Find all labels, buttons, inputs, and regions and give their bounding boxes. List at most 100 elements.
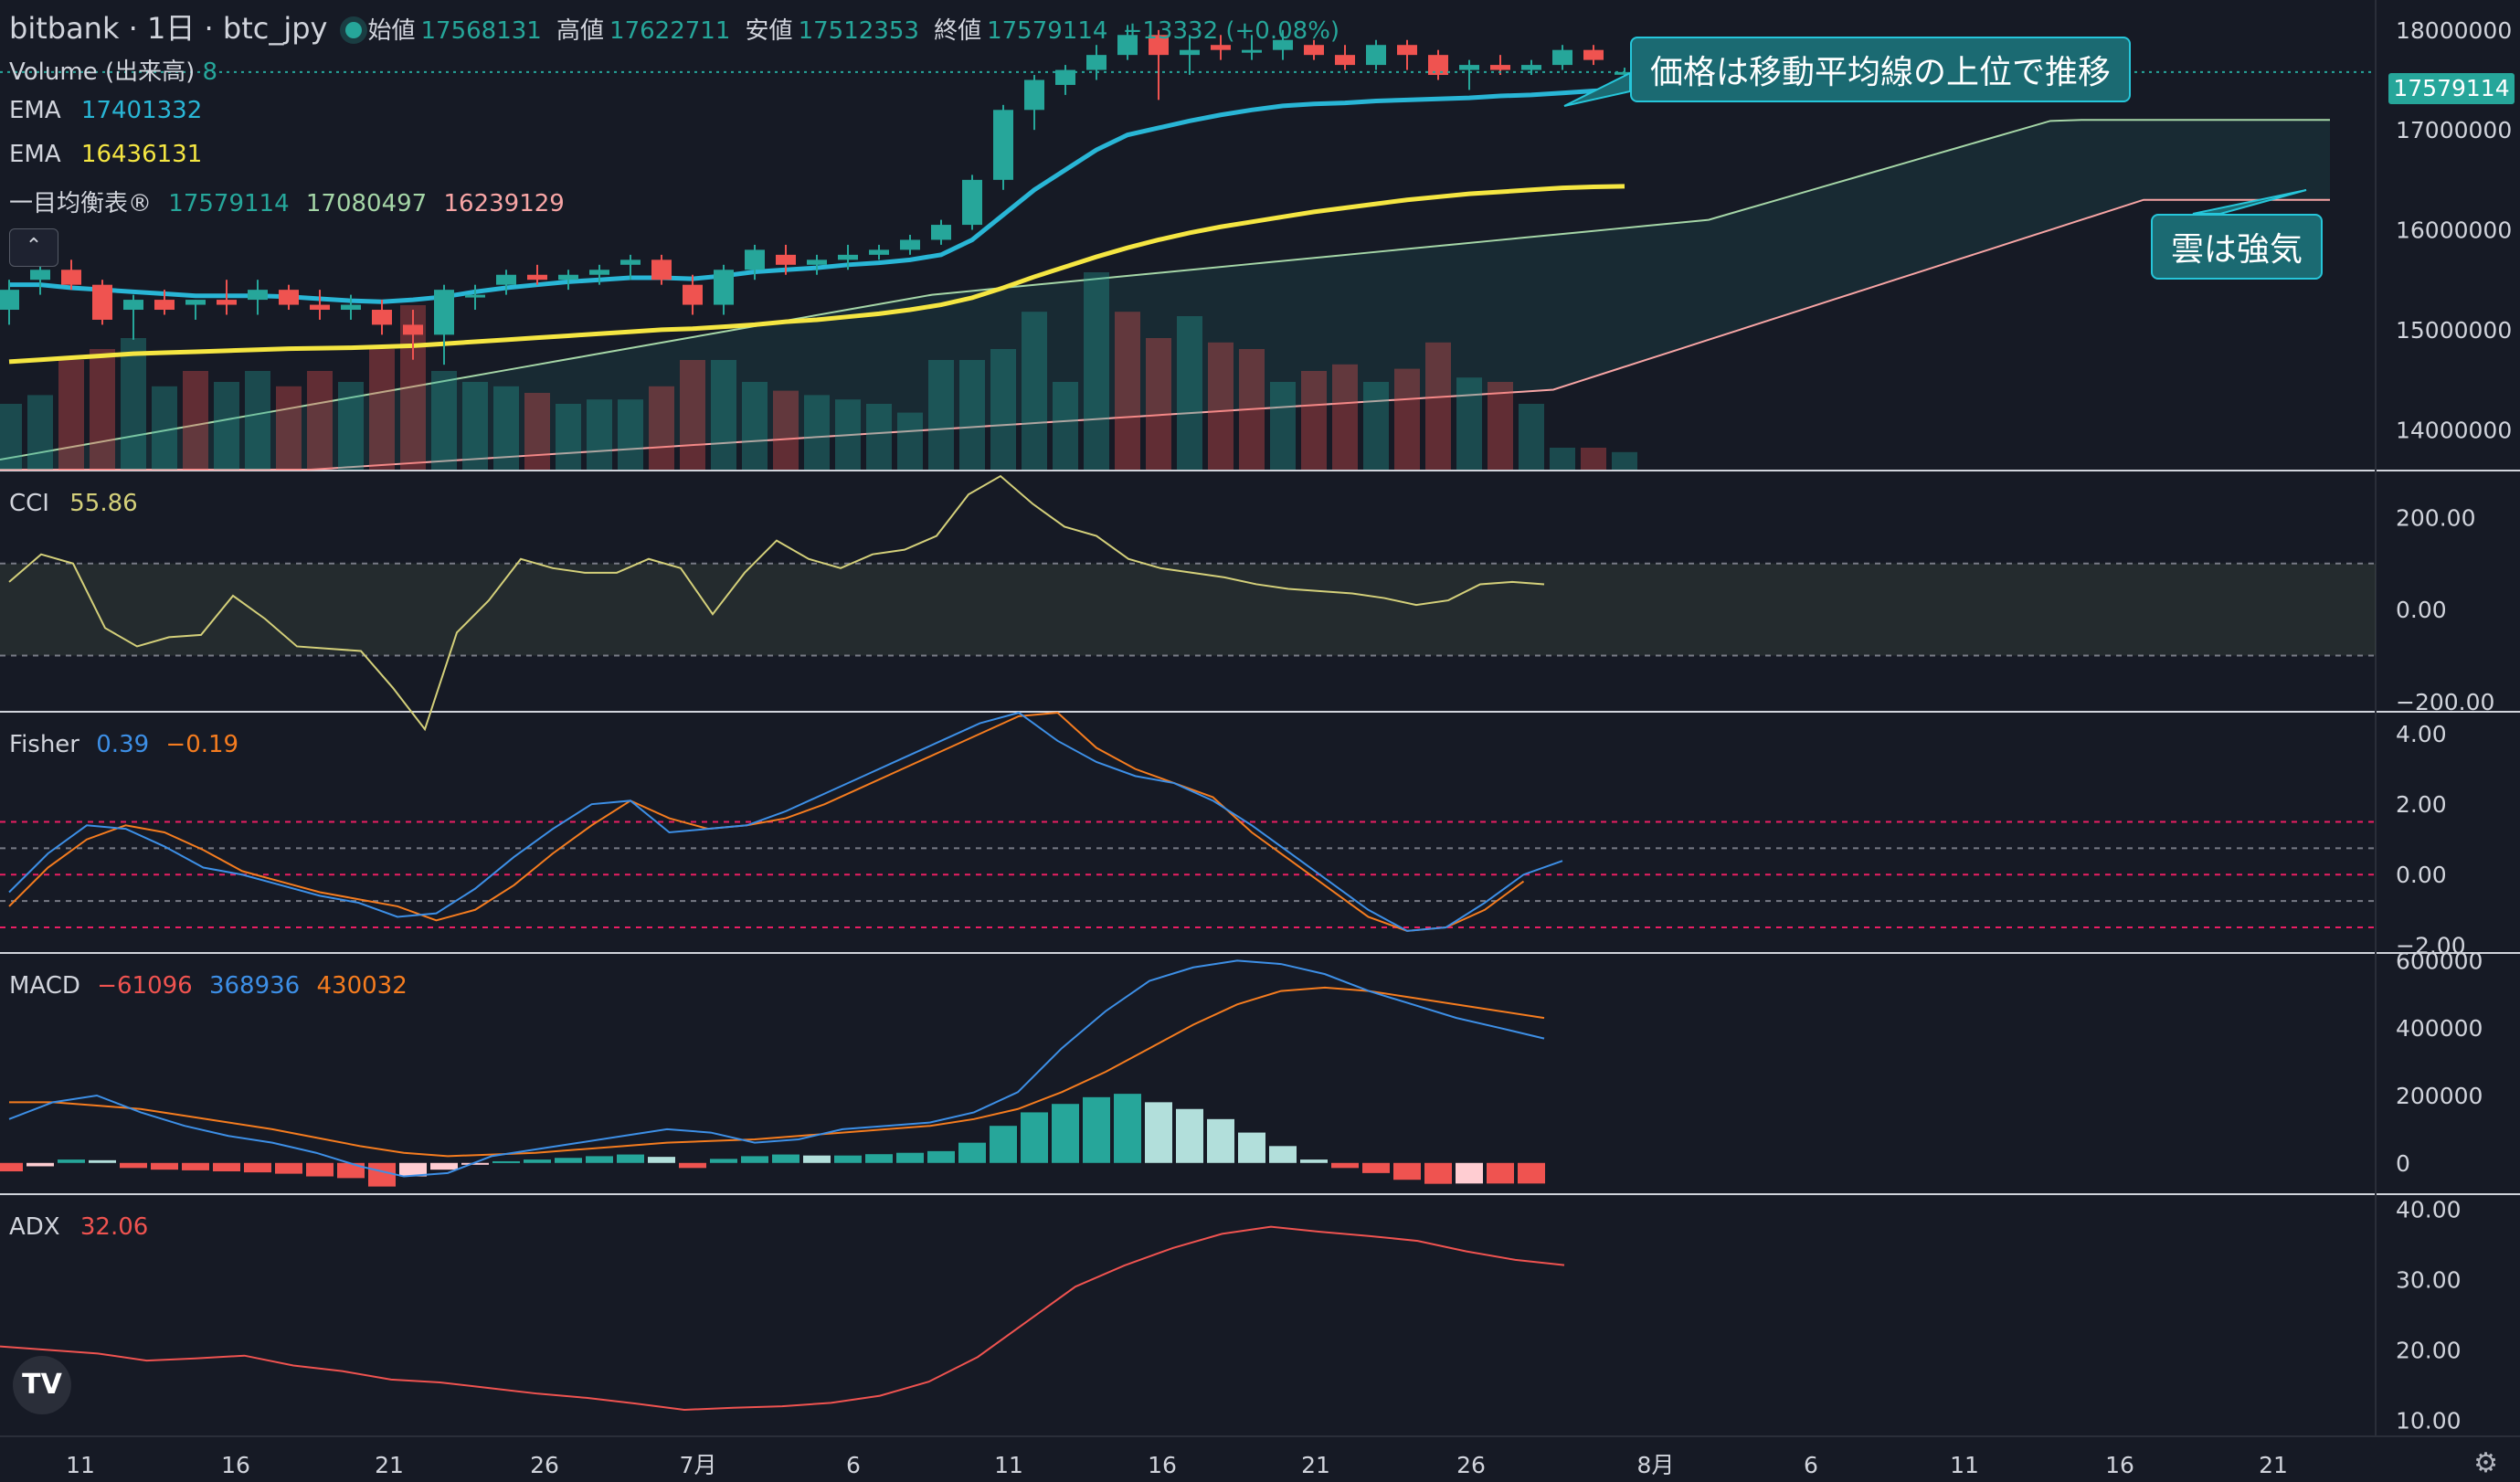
macd-histogram-bar [461, 1162, 489, 1165]
volume-bar [1488, 382, 1513, 470]
ema2-label: EMA [9, 141, 61, 168]
high-value: 17622711 [609, 17, 731, 45]
candle [403, 310, 423, 360]
symbol-title[interactable]: bitbank · 1日 · btc_jpy [9, 11, 328, 46]
candle [1552, 45, 1572, 70]
candle [962, 175, 982, 230]
macd-histogram-bar [927, 1150, 955, 1163]
high-label: 高値 [556, 17, 605, 45]
candle [434, 284, 454, 365]
macd-legend[interactable]: MACD −61096 368936 430032 [9, 972, 408, 1000]
candle [1273, 29, 1293, 60]
cci-legend[interactable]: CCI 55.86 [9, 490, 138, 517]
candle [1583, 45, 1604, 66]
candle [1024, 75, 1044, 131]
volume-bar [649, 386, 674, 470]
macd-histogram-bar [865, 1154, 893, 1163]
candle [776, 244, 796, 275]
macd-histogram-bar [803, 1155, 831, 1163]
candle [1335, 45, 1355, 70]
volume-bar [804, 395, 830, 470]
macd-histogram-bar [834, 1155, 862, 1163]
ema1-legend[interactable]: EMA 17401332 [9, 97, 202, 124]
ichimoku-value-3: 16239129 [443, 190, 565, 217]
volume-bar [1550, 448, 1575, 470]
time-axis-label: 7月 [680, 1452, 717, 1478]
macd-histogram-bar [275, 1162, 302, 1174]
candle [1211, 35, 1231, 60]
candle [185, 300, 206, 320]
macd-signal-line [9, 986, 1545, 1158]
macd-histogram-bar [306, 1162, 334, 1177]
volume-bar [618, 399, 643, 470]
settings-gear-icon[interactable]: ⚙ [2473, 1447, 2498, 1479]
volume-bar [1022, 312, 1047, 470]
low-value: 17512353 [798, 17, 919, 45]
volume-bar [307, 371, 333, 470]
ema1-label: EMA [9, 97, 61, 124]
open-label: 始値 [367, 17, 416, 45]
ichimoku-span-b [0, 198, 2330, 471]
ema-slow-line [8, 184, 1625, 365]
volume-bar [152, 386, 177, 470]
macd-histogram-bar [896, 1152, 924, 1163]
candle [1521, 59, 1541, 76]
fisher-axis-label: 4.00 [2396, 721, 2447, 747]
close-label: 終値 [934, 17, 982, 45]
volume-bar [1425, 342, 1451, 470]
time-axis-label: 26 [1456, 1452, 1486, 1478]
volume-bar [27, 395, 53, 470]
volume-bar [276, 386, 302, 470]
time-axis-label: 8月 [1637, 1452, 1675, 1478]
volume-legend[interactable]: Volume (出来高) 8 [9, 53, 217, 87]
adx-legend[interactable]: ADX 32.06 [9, 1213, 148, 1241]
time-axis-label: 21 [2259, 1452, 2288, 1478]
ichimoku-legend[interactable]: 一目均衡表® 17579114 17080497 16239129 [9, 185, 565, 218]
macd-histogram-bar [492, 1160, 520, 1163]
volume-bar [462, 382, 488, 470]
macd-histogram-bar [182, 1162, 209, 1170]
macd-histogram-bar [1331, 1162, 1359, 1169]
ema2-legend[interactable]: EMA 16436131 [9, 141, 202, 168]
macd-histogram-bar [430, 1162, 458, 1170]
macd-value-1: −61096 [97, 972, 193, 1000]
fisher-legend[interactable]: Fisher 0.39 −0.19 [9, 731, 238, 758]
candle [279, 284, 299, 311]
collapse-legend-button[interactable]: ⌃ [9, 228, 58, 267]
volume-bar [1581, 448, 1606, 470]
price-axis-label: 18000000 [2396, 17, 2512, 44]
adx-axis-label: 30.00 [2396, 1266, 2462, 1293]
candle [310, 290, 330, 320]
candle [807, 254, 827, 275]
macd-histogram-bar [0, 1162, 23, 1172]
macd-histogram-bar [524, 1159, 551, 1163]
candle [1366, 39, 1386, 70]
candle [1459, 59, 1479, 90]
adx-value: 32.06 [79, 1213, 149, 1241]
candle [496, 270, 516, 295]
macd-histogram-bar [244, 1162, 271, 1173]
fisher-axis-label: 0.00 [2396, 862, 2447, 888]
candle [61, 259, 81, 291]
candle [217, 280, 237, 315]
cci-value: 55.86 [69, 490, 138, 517]
candle [683, 274, 703, 315]
time-axis-label: 26 [530, 1452, 559, 1478]
volume-bar [897, 412, 923, 470]
candle [1117, 25, 1138, 60]
volume-bar [121, 338, 146, 470]
macd-histogram-bar [1114, 1094, 1141, 1163]
time-axis-label: 6 [1804, 1452, 1818, 1478]
ichimoku-span-a [0, 119, 2330, 461]
volume-bar [431, 371, 457, 470]
fisher-label: Fisher [9, 731, 79, 758]
volume-bar [1456, 377, 1482, 470]
candle [1055, 65, 1075, 95]
macd-histogram-bar [1238, 1132, 1265, 1163]
volume-bar [1270, 382, 1296, 470]
adx-line [0, 1225, 1565, 1412]
fisher-axis-label: 2.00 [2396, 791, 2447, 818]
macd-histogram-bar [1269, 1146, 1297, 1163]
tradingview-logo-icon[interactable]: TV [13, 1356, 71, 1414]
